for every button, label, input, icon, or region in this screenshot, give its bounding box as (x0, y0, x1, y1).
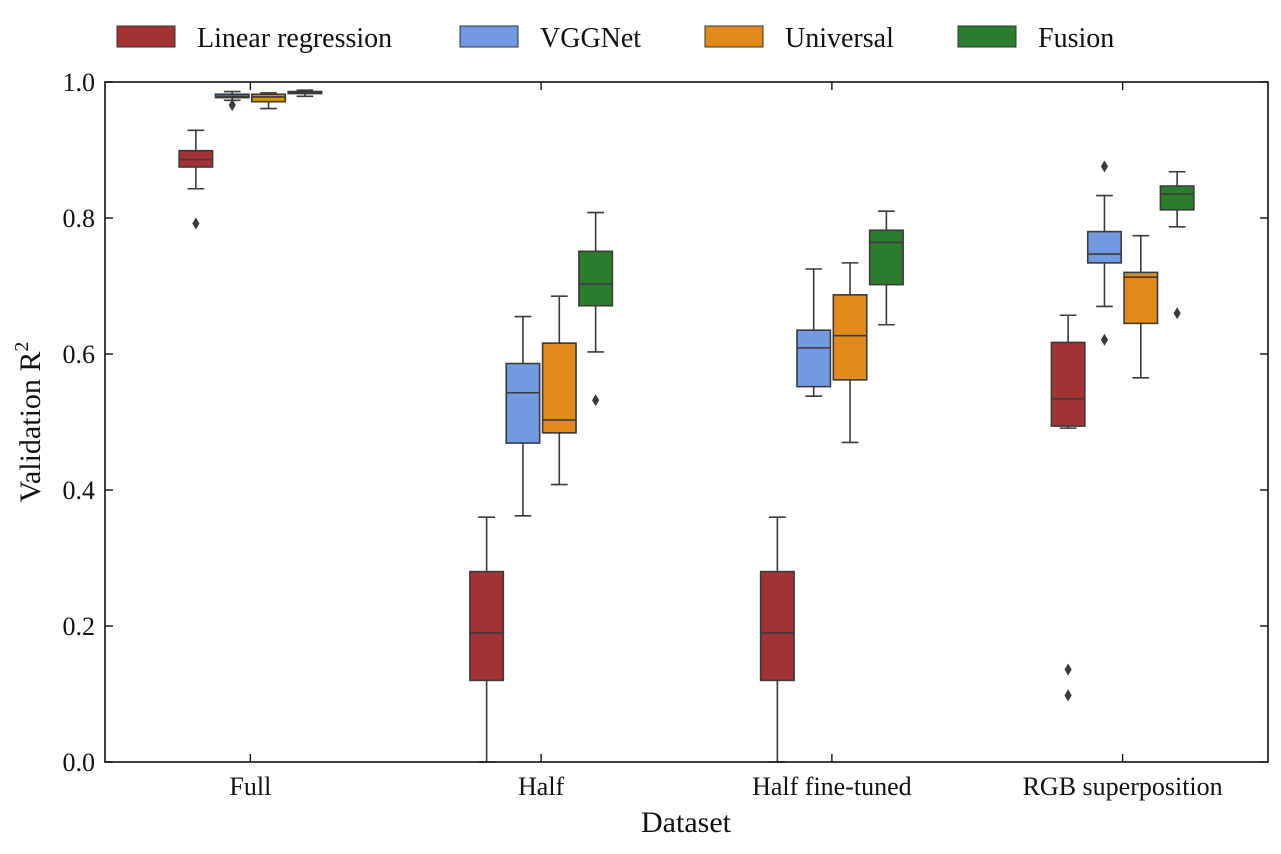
y-tick-label: 0.2 (63, 612, 96, 641)
box (578, 211, 614, 407)
legend-label: Universal (785, 23, 894, 54)
box (251, 92, 287, 110)
box (1086, 160, 1122, 346)
legend-item: Linear regression (116, 23, 392, 54)
legend-swatch (459, 25, 519, 48)
legend-item: VGGNet (459, 23, 641, 54)
y-axis: 0.0 0.2 0.4 0.6 0.8 1.0 (63, 68, 1268, 777)
box-body (868, 229, 904, 286)
x-tick-label: Full (229, 772, 271, 801)
box-body (759, 570, 795, 682)
series-linear-regression (178, 129, 1086, 763)
box (178, 129, 214, 230)
box-body (505, 362, 541, 444)
legend: Linear regression VGGNet Universal Fusion (116, 23, 1114, 54)
box-body (578, 250, 614, 307)
x-tick-label: RGB superposition (1023, 772, 1223, 801)
series-universal (251, 92, 1159, 486)
plot-area (178, 89, 1195, 763)
legend-label: VGGNet (540, 23, 641, 54)
box-body (1050, 341, 1086, 427)
outlier-point (1100, 160, 1109, 173)
legend-swatch (116, 25, 176, 48)
legend-swatch (957, 25, 1017, 48)
y-axis-title-superscript: 2 (11, 342, 33, 352)
series-fusion (287, 89, 1195, 407)
x-axis-title: Dataset (641, 806, 732, 839)
box (1159, 170, 1195, 320)
box (868, 210, 904, 326)
legend-label: Linear regression (197, 23, 392, 54)
box (1123, 234, 1159, 379)
outlier-point (1173, 307, 1181, 320)
outlier-point (192, 217, 200, 230)
box (1050, 314, 1086, 702)
box-body (251, 93, 287, 103)
legend-label: Fusion (1038, 23, 1114, 54)
plot-frame (104, 81, 1269, 763)
x-axis: Full Half Half fine-tuned RGB superposition (229, 82, 1223, 801)
outlier-point (1100, 333, 1109, 346)
y-tick-label: 0.4 (63, 476, 96, 505)
series-vggnet (214, 90, 1122, 517)
outlier-point (1064, 663, 1072, 676)
x-tick-label: Half (518, 772, 565, 801)
y-tick-label: 1.0 (63, 68, 96, 97)
box (505, 315, 541, 517)
y-axis-title-main: Validation R (14, 352, 47, 503)
outlier-point (228, 99, 236, 112)
box-body (1159, 185, 1195, 211)
box-body (832, 294, 868, 381)
x-tick-label: Half fine-tuned (752, 772, 912, 801)
y-axis-title: Validation R2 (11, 342, 47, 503)
box (214, 90, 250, 112)
box-body (1123, 271, 1159, 325)
box-body (541, 342, 577, 434)
outlier-point (1064, 689, 1072, 702)
y-tick-label: 0.6 (63, 340, 96, 369)
box (796, 268, 832, 397)
box-body (1086, 230, 1122, 264)
outlier-point (592, 394, 600, 407)
box (469, 516, 505, 763)
legend-item: Fusion (957, 23, 1114, 54)
legend-swatch (704, 25, 764, 48)
box (759, 516, 795, 763)
box-body (469, 570, 505, 682)
y-tick-label: 0.0 (63, 748, 96, 777)
box (287, 89, 323, 98)
y-tick-label: 0.8 (63, 204, 96, 233)
box (541, 295, 577, 486)
box (832, 262, 868, 444)
box-body (796, 329, 832, 388)
legend-item: Universal (704, 23, 894, 54)
